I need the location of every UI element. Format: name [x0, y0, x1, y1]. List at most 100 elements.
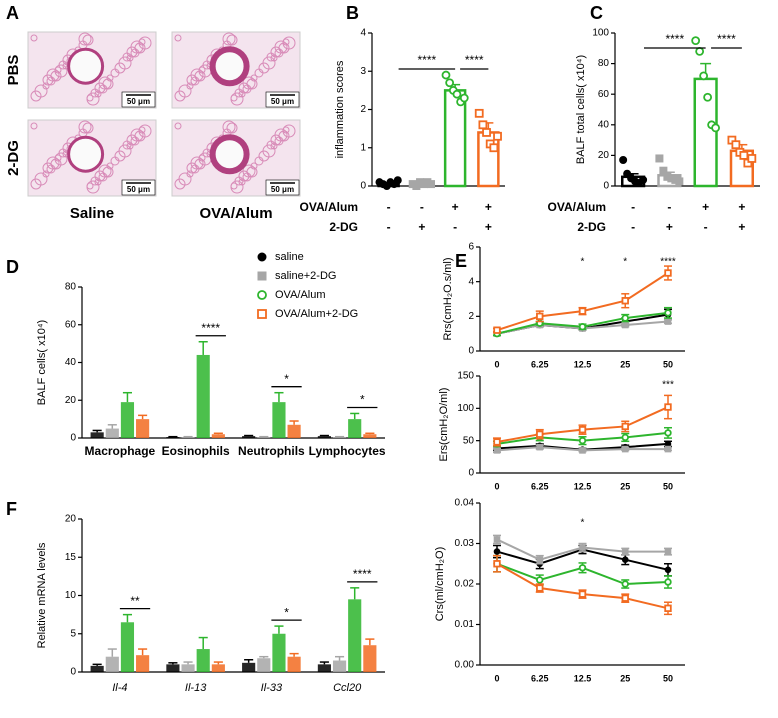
legend-label: saline	[275, 251, 304, 263]
bar	[196, 354, 210, 438]
tissue	[78, 120, 92, 134]
tissue	[282, 126, 290, 134]
tissue	[238, 170, 250, 182]
legend-label: OVA/Alum	[275, 289, 326, 301]
data-point	[621, 580, 629, 588]
bar	[136, 655, 150, 672]
x-tick-label: 50	[663, 359, 673, 369]
tissue	[186, 170, 194, 178]
condition-value: -	[387, 200, 391, 214]
bar	[196, 649, 210, 672]
tissue	[174, 34, 182, 42]
tissue	[54, 154, 62, 162]
data-point	[536, 312, 544, 321]
y-tick-label: 0	[70, 433, 76, 444]
data-point	[621, 297, 629, 305]
y-tick-label: 0	[70, 667, 76, 678]
tissue	[82, 122, 94, 134]
bar	[287, 656, 301, 672]
legend-marker	[257, 309, 267, 319]
tissue	[126, 142, 134, 150]
data-point	[579, 447, 586, 454]
data-point	[579, 544, 586, 551]
tissue	[86, 94, 94, 102]
data-point	[664, 309, 672, 317]
bar	[272, 633, 286, 672]
data-point	[536, 443, 544, 451]
data-point	[536, 576, 544, 584]
data-point	[489, 143, 499, 153]
x-tick-label: Il-4	[112, 682, 127, 694]
tissue	[86, 182, 94, 190]
significance-label: **	[130, 594, 140, 608]
tissue	[42, 82, 50, 90]
x-tick-label: 25	[620, 481, 630, 491]
y-tick-label: 0.04	[455, 498, 475, 509]
tissue	[126, 46, 138, 58]
tissue	[30, 34, 38, 42]
x-tick-label: 12.5	[574, 673, 592, 683]
condition-value: -	[387, 220, 391, 234]
tissue	[254, 156, 264, 166]
condition-value: +	[485, 200, 492, 214]
data-point	[445, 78, 455, 88]
y-tick-label: 1	[360, 142, 366, 153]
condition-value: +	[738, 200, 745, 214]
bar	[90, 665, 104, 672]
y-tick-label: 100	[457, 403, 474, 414]
tissue	[94, 178, 102, 186]
condition-value: +	[418, 220, 425, 234]
tissue	[266, 140, 276, 150]
condition-value: -	[631, 220, 635, 234]
x-tick-label: 0	[494, 673, 499, 683]
data-point	[675, 177, 684, 186]
x-tick-label: Eosinophils	[162, 444, 230, 458]
data-point	[695, 46, 705, 56]
tissue	[42, 162, 54, 174]
tissue	[58, 148, 68, 158]
data-point	[621, 314, 629, 322]
data-point	[482, 128, 491, 137]
significance-label: ****	[465, 53, 484, 67]
condition-value: -	[420, 200, 424, 214]
x-tick-label: 12.5	[574, 481, 592, 491]
significance-label: ****	[660, 257, 676, 268]
condition-value: +	[666, 220, 673, 234]
x-tick-label: 12.5	[574, 359, 592, 369]
tissue	[198, 66, 206, 74]
tissue	[30, 178, 42, 190]
tissue	[254, 68, 264, 78]
tissue	[250, 74, 258, 82]
scale-label: 50 μm	[271, 185, 294, 194]
data-point	[621, 556, 629, 564]
x-tick-label: 6.25	[531, 673, 549, 683]
bar	[257, 658, 271, 672]
condition-name: OVA/Alum	[548, 200, 606, 214]
data-point	[478, 120, 488, 130]
significance-label: *	[623, 257, 627, 268]
tissue	[42, 170, 50, 178]
bar	[348, 599, 362, 672]
y-axis-label: BALF total cells( x10⁴)	[575, 55, 587, 164]
tissue	[114, 150, 126, 162]
bar	[136, 419, 150, 438]
y-tick-label: 15	[65, 552, 77, 563]
bar	[257, 437, 271, 438]
y-tick-label: 20	[65, 514, 77, 525]
data-point	[621, 321, 629, 329]
y-tick-label: 150	[457, 371, 474, 382]
tissue	[186, 162, 198, 174]
data-point	[621, 548, 629, 555]
tissue	[234, 88, 244, 98]
data-point	[578, 323, 587, 331]
panel-letter: D	[6, 257, 19, 277]
data-point	[621, 433, 629, 442]
data-point	[441, 70, 451, 80]
data-point	[639, 175, 648, 184]
y-tick-label: 0.01	[455, 619, 475, 630]
bar	[287, 424, 301, 438]
condition-name: 2-DG	[577, 220, 606, 234]
bar	[120, 402, 135, 438]
y-axis-label: Relative mRNA levels	[36, 542, 48, 648]
